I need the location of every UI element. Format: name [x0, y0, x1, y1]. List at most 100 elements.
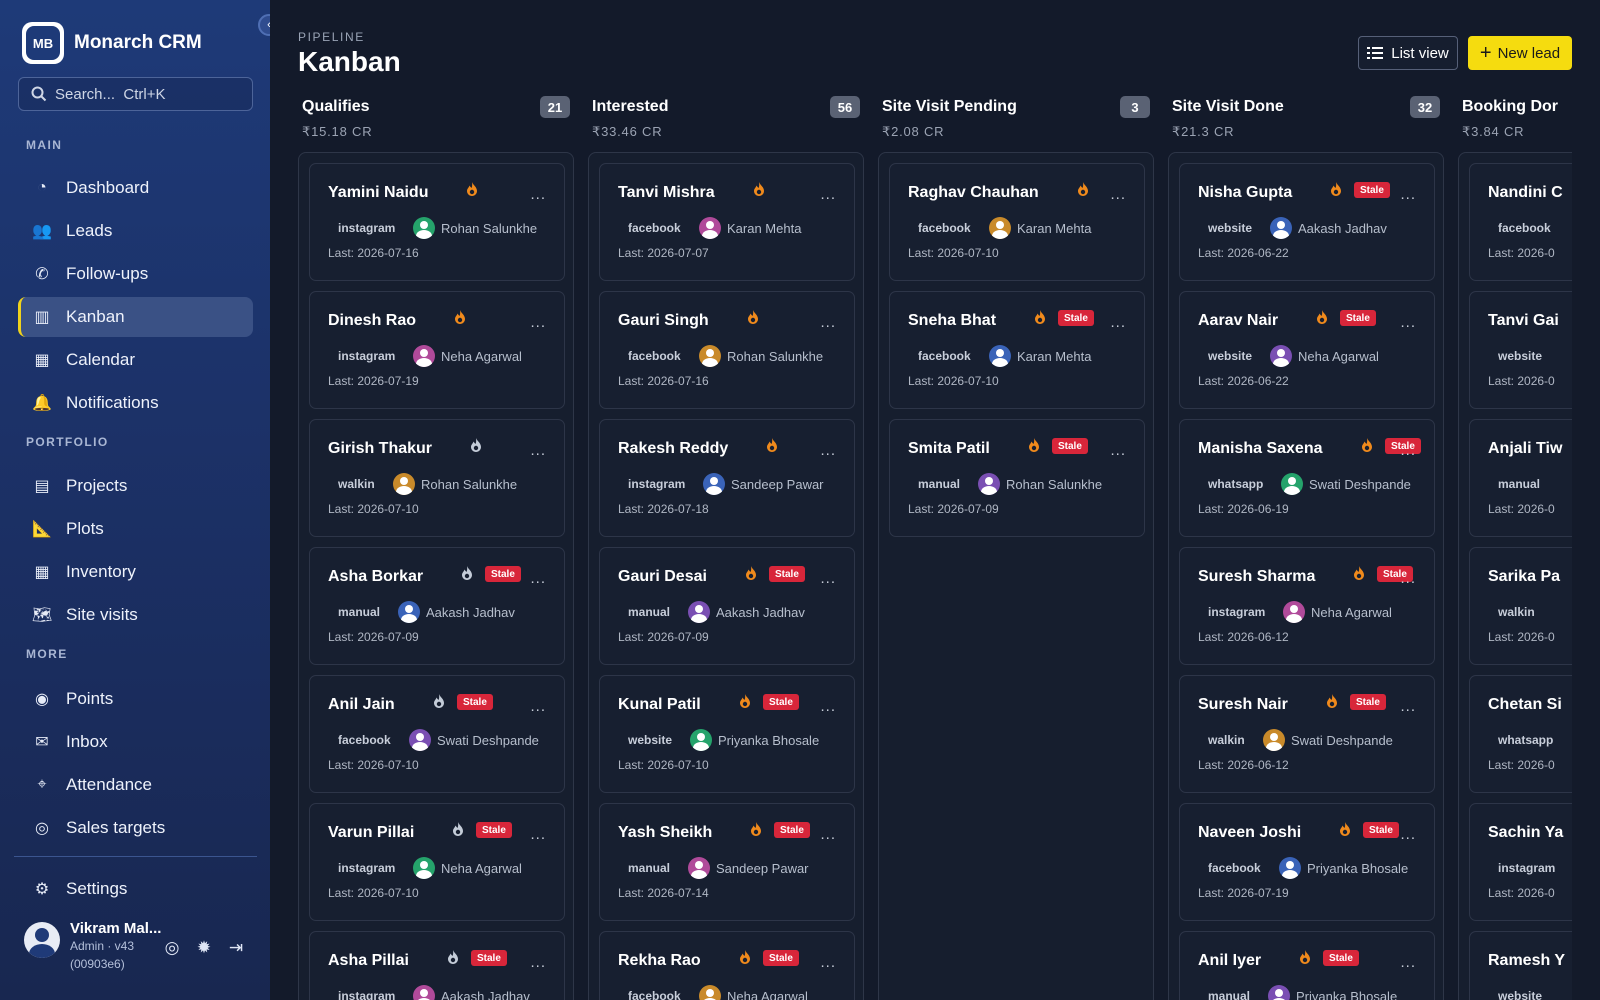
more-options-icon[interactable]: ...	[1110, 314, 1126, 331]
sidebar-item-notifications[interactable]: 🔔 Notifications	[18, 383, 253, 423]
more-options-icon[interactable]: ...	[820, 826, 836, 843]
lead-card[interactable]: Ramesh Y...website	[1469, 931, 1572, 1000]
more-options-icon[interactable]: ...	[1400, 954, 1416, 971]
search-input[interactable]	[55, 85, 235, 103]
lead-name[interactable]: Asha Pillai	[328, 952, 409, 969]
sidebar-item-follow-ups[interactable]: ✆ Follow-ups	[18, 254, 253, 294]
sidebar-item-leads[interactable]: 👥 Leads	[18, 211, 253, 251]
lead-card[interactable]: Asha Borkar Stale... manual Aakash Jadhav La…	[309, 547, 565, 665]
sidebar-item-dashboard[interactable]: ◔ Dashboard	[18, 168, 253, 208]
lead-card[interactable]: Manisha Saxena Stale... whatsapp Swati Desh…	[1179, 419, 1435, 537]
user-profile[interactable]: Vikram Mal... Admin · v43 (00903e6)	[24, 920, 161, 973]
lead-name[interactable]: Tanvi Gai	[1488, 312, 1559, 329]
lead-card[interactable]: Tanvi Mishra... facebook Karan Mehta Last: …	[599, 163, 855, 281]
more-options-icon[interactable]: ...	[1400, 698, 1416, 715]
sidebar-item-inventory[interactable]: ▦ Inventory	[18, 552, 253, 592]
lead-card[interactable]: Yamini Naidu... instagram Rohan Salunkhe La…	[309, 163, 565, 281]
lead-name[interactable]: Ramesh Y	[1488, 952, 1566, 969]
more-options-icon[interactable]: ...	[820, 186, 836, 203]
lead-card[interactable]: Aarav Nair Stale... website Neha Agarwal Las…	[1179, 291, 1435, 409]
lead-name[interactable]: Chetan Si	[1488, 696, 1562, 713]
brand[interactable]: MB Monarch CRM	[22, 22, 202, 64]
lead-card[interactable]: Suresh Sharma Stale... instagram Neha Agarw…	[1179, 547, 1435, 665]
lead-card[interactable]: Gauri Singh... facebook Rohan Salunkhe Last…	[599, 291, 855, 409]
lead-card[interactable]: Sneha Bhat Stale... facebook Karan Mehta Las…	[889, 291, 1145, 409]
more-options-icon[interactable]: ...	[820, 698, 836, 715]
sidebar-item-calendar[interactable]: ▦ Calendar	[18, 340, 253, 380]
sidebar-item-kanban[interactable]: ▥ Kanban	[18, 297, 253, 337]
more-options-icon[interactable]: ...	[1400, 186, 1416, 203]
lead-name[interactable]: Suresh Sharma	[1198, 568, 1316, 585]
lead-card[interactable]: Anil Jain Stale... facebook Swati Deshpande…	[309, 675, 565, 793]
lead-card[interactable]: Dinesh Rao... instagram Neha Agarwal Last: …	[309, 291, 565, 409]
lead-card[interactable]: Varun Pillai Stale... instagram Neha Agarwa…	[309, 803, 565, 921]
lead-card[interactable]: Naveen Joshi Stale... facebook Priyanka Bho…	[1179, 803, 1435, 921]
sidebar-item-site-visits[interactable]: 🗺 Site visits	[18, 595, 253, 635]
more-options-icon[interactable]: ...	[530, 954, 546, 971]
lead-name[interactable]: Anjali Tiw	[1488, 440, 1563, 457]
lead-name[interactable]: Anil Iyer	[1198, 952, 1262, 969]
lead-name[interactable]: Rakesh Reddy	[618, 440, 729, 457]
lead-name[interactable]: Sneha Bhat	[908, 312, 997, 329]
lead-name[interactable]: Dinesh Rao	[328, 312, 417, 329]
more-options-icon[interactable]: ...	[530, 314, 546, 331]
lead-name[interactable]: Nandini C	[1488, 184, 1563, 201]
lead-name[interactable]: Tanvi Mishra	[618, 184, 715, 201]
globe-icon[interactable]: ◎	[164, 938, 180, 957]
lead-name[interactable]: Asha Borkar	[328, 568, 424, 585]
lead-card[interactable]: Rekha Rao Stale... facebook Neha Agarwal	[599, 931, 855, 1000]
sidebar-item-attendance[interactable]: ⌖ Attendance	[18, 765, 253, 805]
more-options-icon[interactable]: ...	[530, 826, 546, 843]
lead-card[interactable]: Smita Patil Stale... manual Rohan Salunkhe L…	[889, 419, 1145, 537]
lead-name[interactable]: Sarika Pa	[1488, 568, 1561, 585]
lead-card[interactable]: Nisha Gupta Stale... website Aakash Jadhav L…	[1179, 163, 1435, 281]
lead-card[interactable]: Gauri Desai Stale... manual Aakash Jadhav La…	[599, 547, 855, 665]
more-options-icon[interactable]: ...	[820, 570, 836, 587]
more-options-icon[interactable]: ...	[820, 954, 836, 971]
lead-name[interactable]: Gauri Singh	[618, 312, 709, 329]
lead-name[interactable]: Kunal Patil	[618, 696, 701, 713]
lead-card[interactable]: Raghav Chauhan... facebook Karan Mehta Last…	[889, 163, 1145, 281]
lead-name[interactable]: Aarav Nair	[1198, 312, 1279, 329]
lead-card[interactable]: Anil Iyer Stale... manual Priyanka Bhosale	[1179, 931, 1435, 1000]
lead-name[interactable]: Gauri Desai	[618, 568, 707, 585]
list-view-button[interactable]: List view	[1358, 36, 1458, 70]
more-options-icon[interactable]: ...	[1110, 442, 1126, 459]
new-lead-button[interactable]: + New lead	[1468, 36, 1572, 70]
more-options-icon[interactable]: ...	[530, 570, 546, 587]
lead-name[interactable]: Anil Jain	[328, 696, 395, 713]
sidebar-item-settings[interactable]: ⚙ Settings	[18, 869, 253, 909]
lead-card[interactable]: Asha Pillai Stale... instagram Aakash Jadha…	[309, 931, 565, 1000]
more-options-icon[interactable]: ...	[820, 442, 836, 459]
sidebar-item-plots[interactable]: 📐 Plots	[18, 509, 253, 549]
lead-card[interactable]: Rakesh Reddy... instagram Sandeep Pawar Las…	[599, 419, 855, 537]
lead-card[interactable]: Suresh Nair Stale... walkin Swati Deshpande…	[1179, 675, 1435, 793]
lead-card[interactable]: Yash Sheikh Stale... manual Sandeep Pawar La…	[599, 803, 855, 921]
more-options-icon[interactable]: ...	[1400, 442, 1416, 459]
sidebar-item-points[interactable]: ◉ Points	[18, 679, 253, 719]
lead-name[interactable]: Girish Thakur	[328, 440, 433, 457]
lead-name[interactable]: Suresh Nair	[1198, 696, 1288, 713]
lead-name[interactable]: Rekha Rao	[618, 952, 701, 969]
lead-name[interactable]: Smita Patil	[908, 440, 990, 457]
more-options-icon[interactable]: ...	[1400, 314, 1416, 331]
sidebar-item-inbox[interactable]: ✉ Inbox	[18, 722, 253, 762]
search-box[interactable]	[18, 77, 253, 111]
lead-name[interactable]: Nisha Gupta	[1198, 184, 1293, 201]
more-options-icon[interactable]: ...	[530, 442, 546, 459]
more-options-icon[interactable]: ...	[1400, 570, 1416, 587]
more-options-icon[interactable]: ...	[530, 186, 546, 203]
lead-name[interactable]: Sachin Ya	[1488, 824, 1564, 841]
sidebar-item-projects[interactable]: ▤ Projects	[18, 466, 253, 506]
sidebar-item-sales-targets[interactable]: ◎ Sales targets	[18, 808, 253, 848]
more-options-icon[interactable]: ...	[820, 314, 836, 331]
theme-toggle-icon[interactable]: ✹	[196, 938, 212, 957]
more-options-icon[interactable]: ...	[1110, 186, 1126, 203]
lead-name[interactable]: Manisha Saxena	[1198, 440, 1323, 457]
